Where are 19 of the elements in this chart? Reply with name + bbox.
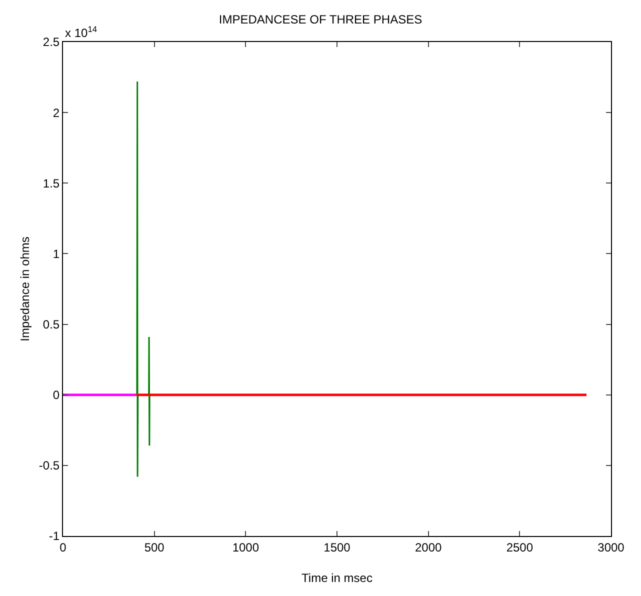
text: x 10$^{14}$ xyxy=(65,24,98,40)
y-tick-label: 1.5 xyxy=(42,176,60,190)
x-axis-title: Time in msec xyxy=(302,571,372,585)
x-tick-label: 2000 xyxy=(414,540,442,554)
y-tick-label: 0 xyxy=(52,388,60,402)
chart-title: IMPEDANCESE OF THREE PHASES xyxy=(218,12,422,26)
y-tick-label: 2.5 xyxy=(42,35,60,50)
line-series xyxy=(136,80,150,478)
y-tick-label: 0.5 xyxy=(42,317,60,332)
y-tick-label: -0.5 xyxy=(38,458,60,473)
y-axis-title: Impedance in ohms xyxy=(18,236,32,342)
x-tick-label: 1000 xyxy=(232,540,260,554)
y-tick-label: 2 xyxy=(52,106,60,120)
y-tick-label: -1 xyxy=(48,529,60,544)
x-tick-label: 1500 xyxy=(324,540,351,554)
y-tick-label: 1 xyxy=(52,246,60,261)
x-tick-label: 500 xyxy=(144,540,165,554)
x-tick-label: 3000 xyxy=(598,540,625,554)
x-tick-label: 2500 xyxy=(506,540,534,554)
